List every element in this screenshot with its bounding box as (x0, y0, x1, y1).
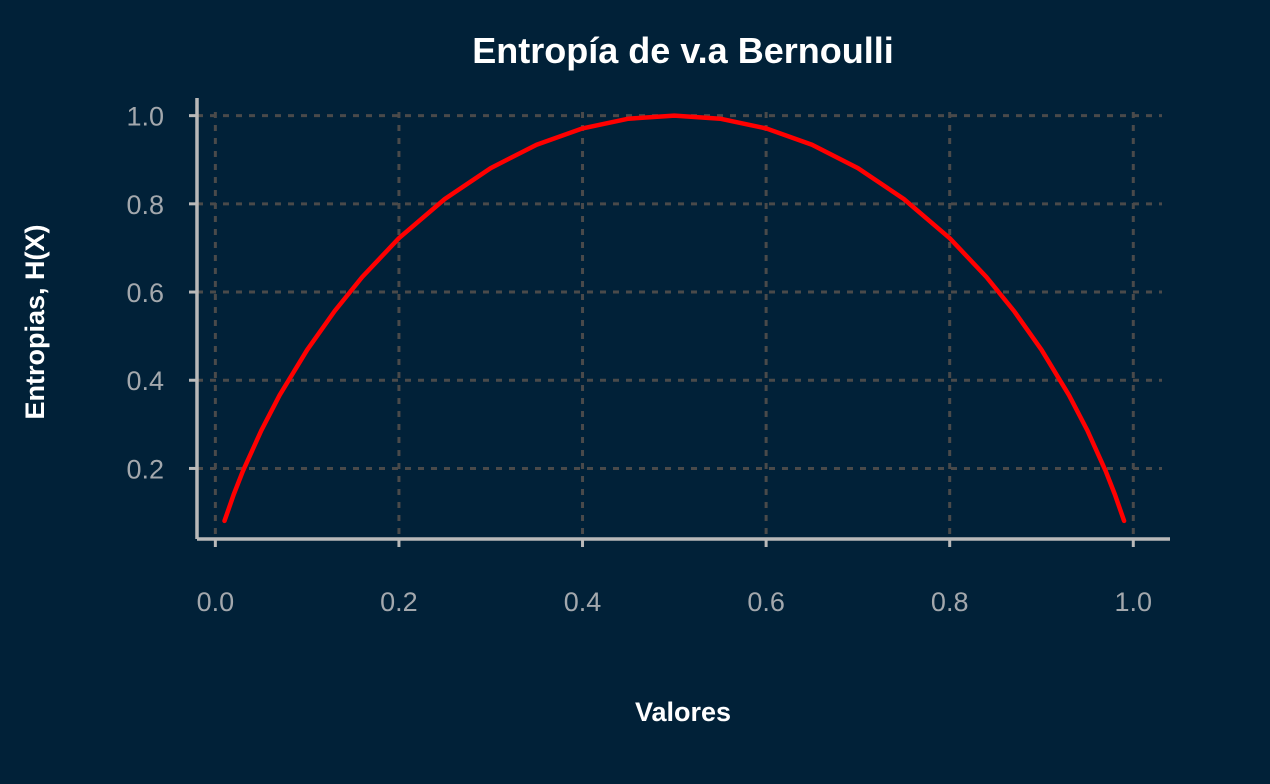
x-tick-label: 0.2 (380, 587, 418, 617)
x-tick-label: 0.6 (747, 587, 785, 617)
x-tick-label: 1.0 (1115, 587, 1153, 617)
y-tick-label: 0.4 (126, 366, 164, 396)
series-line-0 (222, 113, 1127, 524)
y-tick-label: 0.8 (126, 190, 164, 220)
x-tick-label: 0.0 (197, 587, 235, 617)
tick-layer: 0.0 0.2 0.4 0.6 0.8 1.0 0.2 0.4 0.6 0.8 1.0 (126, 102, 1152, 617)
x-axis-title: Valores (635, 697, 731, 727)
y-tick-label: 0.2 (126, 454, 164, 484)
x-tick-label: 0.4 (564, 587, 602, 617)
grid-layer (197, 112, 1162, 539)
chart-title: Entropía de v.a Bernoulli (472, 30, 893, 71)
x-tick-label: 0.8 (931, 587, 969, 617)
axis-layer (195, 98, 1170, 541)
y-tick-label: 1.0 (126, 102, 164, 132)
y-axis-title: Entropias, H(X) (20, 224, 50, 419)
series-layer (222, 113, 1127, 524)
y-tick-label: 0.6 (126, 278, 164, 308)
